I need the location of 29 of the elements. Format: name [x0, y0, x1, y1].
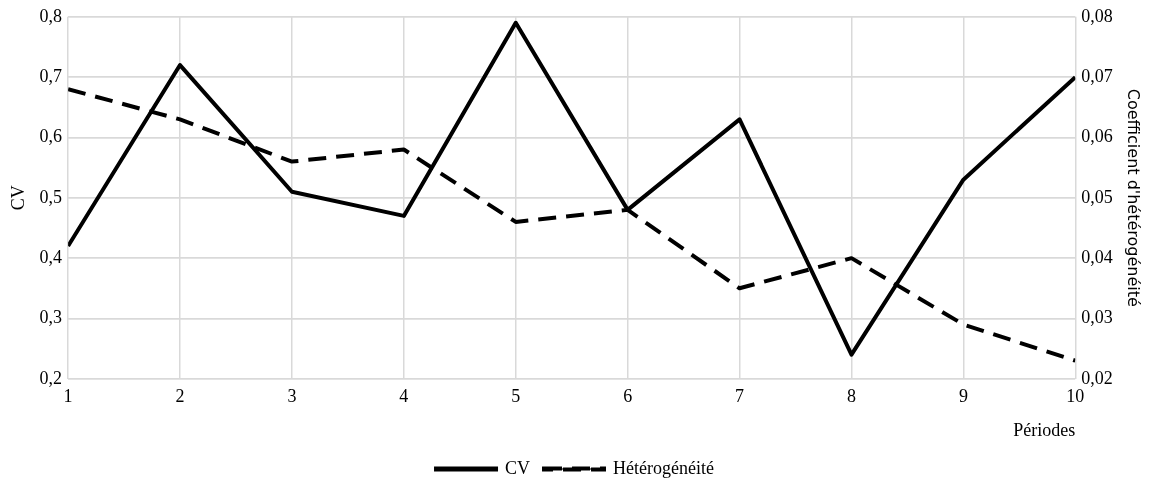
y2-axis-title: Coefficient d'hétérogénéité [1124, 88, 1144, 307]
x-tick-label: 10 [1066, 386, 1085, 407]
y-tick-label: 0,8 [39, 5, 63, 26]
y2-tick-label: 0,04 [1081, 246, 1113, 267]
y-tick-label: 0,3 [39, 307, 63, 328]
legend-label: CV [505, 457, 531, 478]
x-tick-label: 3 [287, 386, 297, 407]
y2-tick-label: 0,02 [1081, 367, 1113, 388]
y2-tick-label: 0,07 [1081, 65, 1113, 86]
y-tick-label: 0,7 [39, 65, 63, 86]
y2-tick-label: 0,05 [1081, 186, 1113, 207]
y-tick-label: 0,2 [39, 367, 63, 388]
x-tick-label: 7 [735, 386, 745, 407]
legend-label: Hétérogénéité [613, 457, 714, 478]
y2-tick-label: 0,03 [1081, 307, 1113, 328]
x-tick-label: 6 [623, 386, 633, 407]
x-tick-label: 8 [846, 386, 856, 407]
y2-tick-label: 0,06 [1081, 126, 1113, 147]
x-tick-label: 4 [399, 386, 409, 407]
y-axis-title: CV [7, 185, 28, 211]
x-tick-label: 5 [511, 386, 521, 407]
y2-tick-label: 0,08 [1081, 5, 1113, 26]
x-tick-label: 9 [958, 386, 968, 407]
x-tick-label: 1 [63, 386, 73, 407]
x-axis-title: Périodes [1013, 419, 1076, 440]
y-tick-label: 0,4 [39, 246, 63, 267]
y-tick-label: 0,6 [39, 126, 63, 147]
y-tick-label: 0,5 [39, 186, 63, 207]
x-tick-label: 2 [175, 386, 185, 407]
